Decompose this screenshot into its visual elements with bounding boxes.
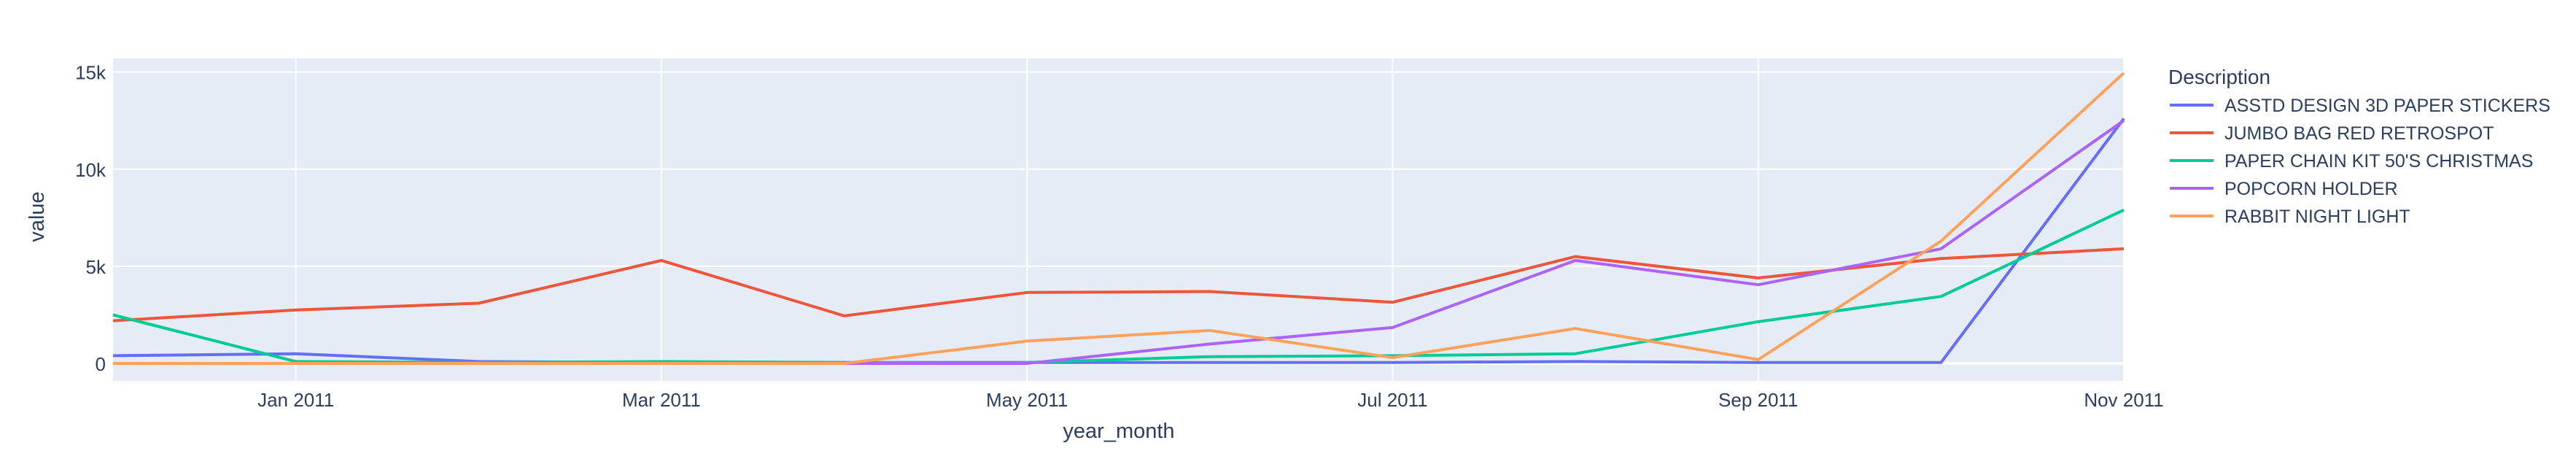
legend-entry-label: ASSTD DESIGN 3D PAPER STICKERS bbox=[2224, 96, 2550, 116]
x-tick-label: May 2011 bbox=[986, 389, 1068, 411]
x-tick-label: Mar 2011 bbox=[622, 389, 701, 411]
y-tick-labels: 0 5k 10k 15k bbox=[75, 62, 106, 375]
y-tick-label: 0 bbox=[96, 353, 106, 375]
legend-entry-label: JUMBO BAG RED RETROSPOT bbox=[2224, 123, 2494, 144]
x-axis-title: year_month bbox=[1063, 420, 1174, 443]
x-tick-label: Jan 2011 bbox=[257, 389, 334, 411]
y-tick-label: 5k bbox=[86, 256, 106, 278]
y-tick-label: 10k bbox=[75, 159, 106, 181]
series-line bbox=[113, 72, 2125, 365]
x-tick-label: Nov 2011 bbox=[2084, 389, 2163, 411]
legend-title: Description bbox=[2168, 66, 2270, 88]
x-tick-labels: Jan 2011 Mar 2011 May 2011 Jul 2011 Sep 2011… bbox=[257, 389, 2164, 411]
legend-entry-label: POPCORN HOLDER bbox=[2224, 179, 2398, 199]
y-axis-title: value bbox=[26, 191, 49, 242]
legend-entry-label: RABBIT NIGHT LIGHT bbox=[2224, 207, 2410, 227]
y-tick-label: 15k bbox=[75, 62, 106, 84]
series-line bbox=[112, 247, 2125, 323]
x-tick-label: Sep 2011 bbox=[1718, 389, 1798, 411]
x-gridlines bbox=[295, 58, 2125, 381]
series-lines bbox=[112, 72, 2125, 365]
legend-entry-label: PAPER CHAIN KIT 50'S CHRISTMAS bbox=[2224, 151, 2533, 171]
series-line bbox=[112, 117, 2125, 364]
x-tick-label: Jul 2011 bbox=[1357, 389, 1427, 411]
plot-background bbox=[113, 58, 2124, 381]
legend: Description ASSTD DESIGN 3D PAPER STICKE… bbox=[2168, 66, 2550, 227]
